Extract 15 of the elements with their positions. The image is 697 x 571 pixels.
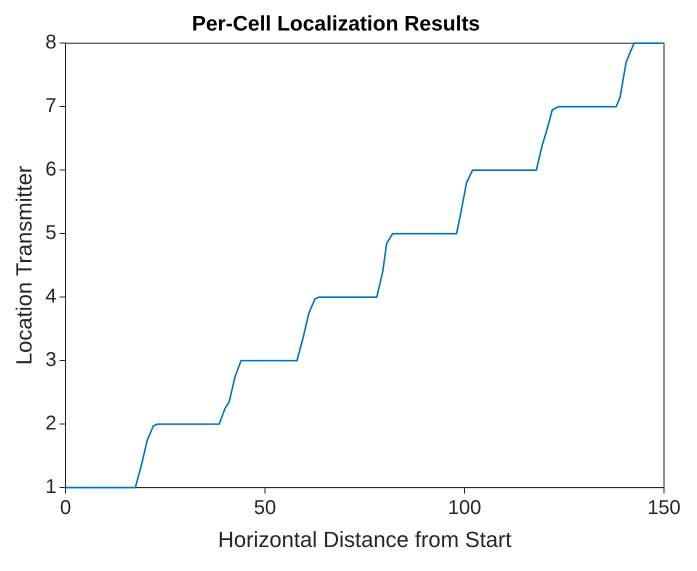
y-tick-label: 5 [45, 222, 57, 244]
x-tick-label: 100 [448, 497, 482, 520]
y-tick-label: 3 [45, 349, 57, 372]
y-tick-label: 4 [45, 286, 57, 308]
chart-title: Per-Cell Localization Results [192, 12, 480, 36]
y-tick-label: 2 [45, 412, 57, 435]
x-tick-label: 0 [60, 497, 72, 520]
x-axis-title: Horizontal Distance from Start [218, 526, 512, 552]
y-tick-label: 1 [45, 476, 57, 498]
y-tick-label: 7 [45, 95, 57, 118]
y-tick-label: 6 [45, 158, 57, 181]
y-tick-label: 8 [45, 32, 57, 54]
x-tick-label: 150 [647, 497, 681, 520]
y-axis-title: Location Transmitter [11, 166, 36, 366]
x-tick-label: 50 [254, 497, 276, 520]
